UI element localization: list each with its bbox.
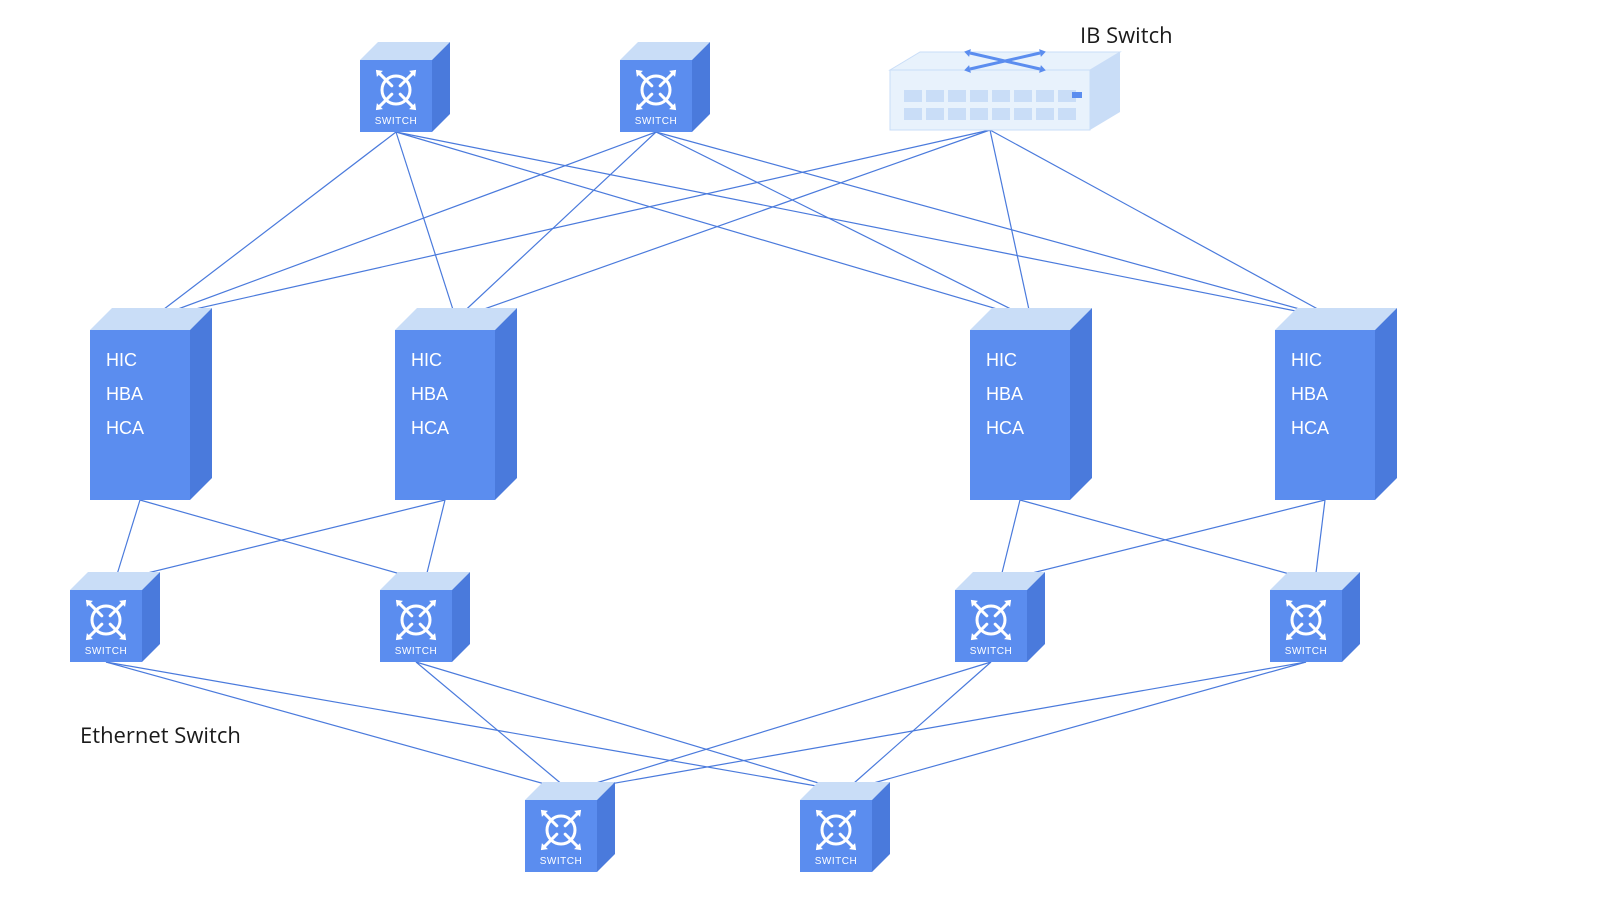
mid-switch-2: SWITCH xyxy=(380,572,470,662)
top-switch-2: SWITCH xyxy=(620,42,710,132)
edge xyxy=(416,662,570,791)
edge xyxy=(1020,500,1315,581)
server-label: HCA xyxy=(411,418,449,438)
switch-label: SWITCH xyxy=(540,856,582,867)
server-4: HIC HBA HCA xyxy=(1275,308,1397,500)
switch-label: SWITCH xyxy=(85,646,127,657)
server-label: HIC xyxy=(106,350,137,370)
server-label: HBA xyxy=(411,384,448,404)
server-label: HCA xyxy=(1291,418,1329,438)
mid-switch-4: SWITCH xyxy=(1270,572,1360,662)
server-label: HBA xyxy=(106,384,143,404)
server-label: HBA xyxy=(986,384,1023,404)
ib-label: IB Switch xyxy=(1080,20,1173,50)
server-3: HIC HBA HCA xyxy=(970,308,1092,500)
edge xyxy=(1315,500,1325,581)
switch-label: SWITCH xyxy=(815,856,857,867)
edge xyxy=(425,500,445,581)
edge xyxy=(456,130,990,319)
switch-label: SWITCH xyxy=(970,646,1012,657)
server-label: HCA xyxy=(106,418,144,438)
edge xyxy=(151,130,990,319)
server-2: HIC HBA HCA xyxy=(395,308,517,500)
eth-label: Ethernet Switch xyxy=(80,720,241,750)
bot-switch-1: SWITCH xyxy=(525,782,615,872)
server-label: HIC xyxy=(411,350,442,370)
server-label: HIC xyxy=(986,350,1017,370)
edge xyxy=(570,662,1306,791)
edge xyxy=(151,132,656,319)
server-label: HBA xyxy=(1291,384,1328,404)
switch-label: SWITCH xyxy=(375,116,417,127)
diagram-canvas: SWITCHSWITCHHICHBAHCAHICHBAHCAHICHBAHCAH… xyxy=(0,0,1600,916)
switch-label: SWITCH xyxy=(635,116,677,127)
server-label: HCA xyxy=(986,418,1024,438)
ib-switch xyxy=(890,49,1120,130)
edges-layer xyxy=(106,130,1336,791)
edge xyxy=(990,130,1336,319)
edge xyxy=(1000,500,1020,581)
server-label: HIC xyxy=(1291,350,1322,370)
edge xyxy=(990,130,1031,319)
top-switch-1: SWITCH xyxy=(360,42,450,132)
switch-label: SWITCH xyxy=(395,646,437,657)
edge xyxy=(115,500,445,581)
server-1: HIC HBA HCA xyxy=(90,308,212,500)
switch-label: SWITCH xyxy=(1285,646,1327,657)
edge xyxy=(845,662,991,791)
edge xyxy=(115,500,140,581)
edge xyxy=(456,132,656,319)
mid-switch-3: SWITCH xyxy=(955,572,1045,662)
mid-switch-1: SWITCH xyxy=(70,572,160,662)
edge xyxy=(1000,500,1325,581)
bot-switch-2: SWITCH xyxy=(800,782,890,872)
edge xyxy=(845,662,1306,791)
